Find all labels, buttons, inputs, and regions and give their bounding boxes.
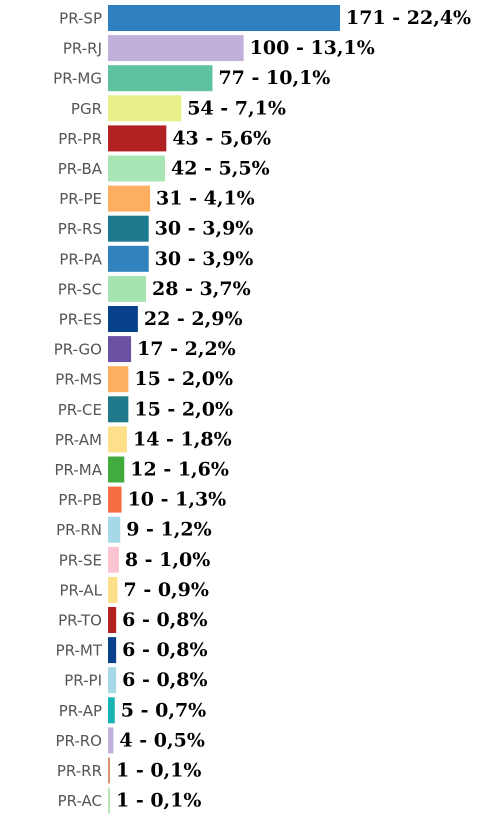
category-label: PR-ES bbox=[59, 311, 102, 329]
value-label: 10 - 1,3% bbox=[128, 489, 227, 511]
category-label: PGR bbox=[71, 100, 102, 118]
value-label: 6 - 0,8% bbox=[122, 669, 207, 691]
category-label: PR-TO bbox=[58, 612, 102, 630]
value-label: 54 - 7,1% bbox=[187, 97, 286, 119]
category-label: PR-AC bbox=[58, 792, 102, 810]
bar bbox=[108, 697, 115, 724]
category-label: PR-PI bbox=[64, 672, 102, 690]
bar bbox=[108, 65, 213, 92]
value-label: 7 - 0,9% bbox=[123, 579, 208, 601]
bar bbox=[108, 576, 118, 603]
value-label: 15 - 2,0% bbox=[134, 398, 233, 420]
bar bbox=[108, 275, 146, 302]
category-label: PR-RJ bbox=[63, 40, 102, 58]
category-label: PR-AP bbox=[59, 702, 102, 720]
value-label: 22 - 2,9% bbox=[144, 308, 243, 330]
value-label: 28 - 3,7% bbox=[152, 278, 251, 300]
bar bbox=[108, 757, 110, 784]
value-label: 43 - 5,6% bbox=[172, 127, 271, 149]
bar bbox=[108, 396, 129, 423]
bar bbox=[108, 787, 110, 814]
category-label: PR-RR bbox=[57, 762, 102, 780]
category-label: PR-PR bbox=[58, 130, 102, 148]
value-label: 171 - 22,4% bbox=[346, 7, 471, 29]
bar bbox=[108, 125, 167, 152]
category-label: PR-SC bbox=[58, 280, 102, 298]
bar bbox=[108, 155, 165, 182]
bar bbox=[108, 546, 119, 573]
value-label: 8 - 1,0% bbox=[125, 549, 210, 571]
bar bbox=[108, 727, 114, 754]
bar bbox=[108, 607, 117, 633]
value-label: 77 - 10,1% bbox=[218, 67, 330, 89]
value-label: 17 - 2,2% bbox=[137, 338, 236, 360]
value-label: 30 - 3,9% bbox=[155, 218, 254, 240]
value-label: 15 - 2,0% bbox=[134, 368, 233, 390]
value-label: 100 - 13,1% bbox=[250, 37, 375, 59]
category-label: PR-MA bbox=[55, 461, 103, 479]
bar bbox=[108, 215, 149, 242]
value-label: 30 - 3,9% bbox=[155, 248, 254, 270]
category-label: PR-AL bbox=[59, 581, 102, 599]
bar bbox=[108, 95, 182, 122]
category-label: PR-PA bbox=[59, 250, 102, 268]
value-label: 1 - 0,1% bbox=[116, 760, 201, 782]
category-label: PR-PB bbox=[58, 491, 102, 509]
bar bbox=[108, 5, 340, 31]
category-label: PR-AM bbox=[55, 431, 102, 449]
value-label: 14 - 1,8% bbox=[133, 428, 232, 450]
category-label: PR-RS bbox=[58, 220, 102, 238]
value-label: 12 - 1,6% bbox=[130, 459, 229, 481]
bar bbox=[108, 366, 129, 393]
value-label: 42 - 5,5% bbox=[171, 158, 270, 180]
bar bbox=[108, 336, 132, 363]
bar bbox=[108, 426, 127, 453]
category-label: PR-MT bbox=[56, 642, 103, 660]
value-label: 4 - 0,5% bbox=[119, 729, 204, 751]
category-label: PR-SP bbox=[59, 10, 102, 28]
value-label: 1 - 0,1% bbox=[116, 790, 201, 812]
value-label: 9 - 1,2% bbox=[126, 519, 211, 541]
value-label: 6 - 0,8% bbox=[122, 639, 207, 661]
category-label: PR-BA bbox=[58, 160, 103, 178]
category-label: PR-SE bbox=[59, 551, 102, 569]
bar bbox=[108, 516, 121, 543]
bar bbox=[108, 456, 125, 483]
category-label: PR-MS bbox=[55, 371, 102, 389]
value-label: 31 - 4,1% bbox=[156, 188, 255, 210]
bar bbox=[108, 486, 122, 513]
category-label: PR-MG bbox=[53, 70, 102, 88]
category-label: PR-RN bbox=[56, 521, 102, 539]
value-label: 6 - 0,8% bbox=[122, 609, 207, 631]
bar bbox=[108, 245, 149, 272]
bar bbox=[108, 185, 151, 212]
category-label: PR-CE bbox=[58, 401, 102, 419]
bar bbox=[108, 667, 117, 694]
bar bbox=[108, 306, 138, 332]
value-label: 5 - 0,7% bbox=[121, 699, 206, 721]
category-label: PR-RO bbox=[55, 732, 102, 750]
category-label: PR-GO bbox=[54, 341, 102, 359]
bar bbox=[108, 637, 117, 664]
category-label: PR-PE bbox=[59, 190, 102, 208]
bar bbox=[108, 35, 244, 62]
